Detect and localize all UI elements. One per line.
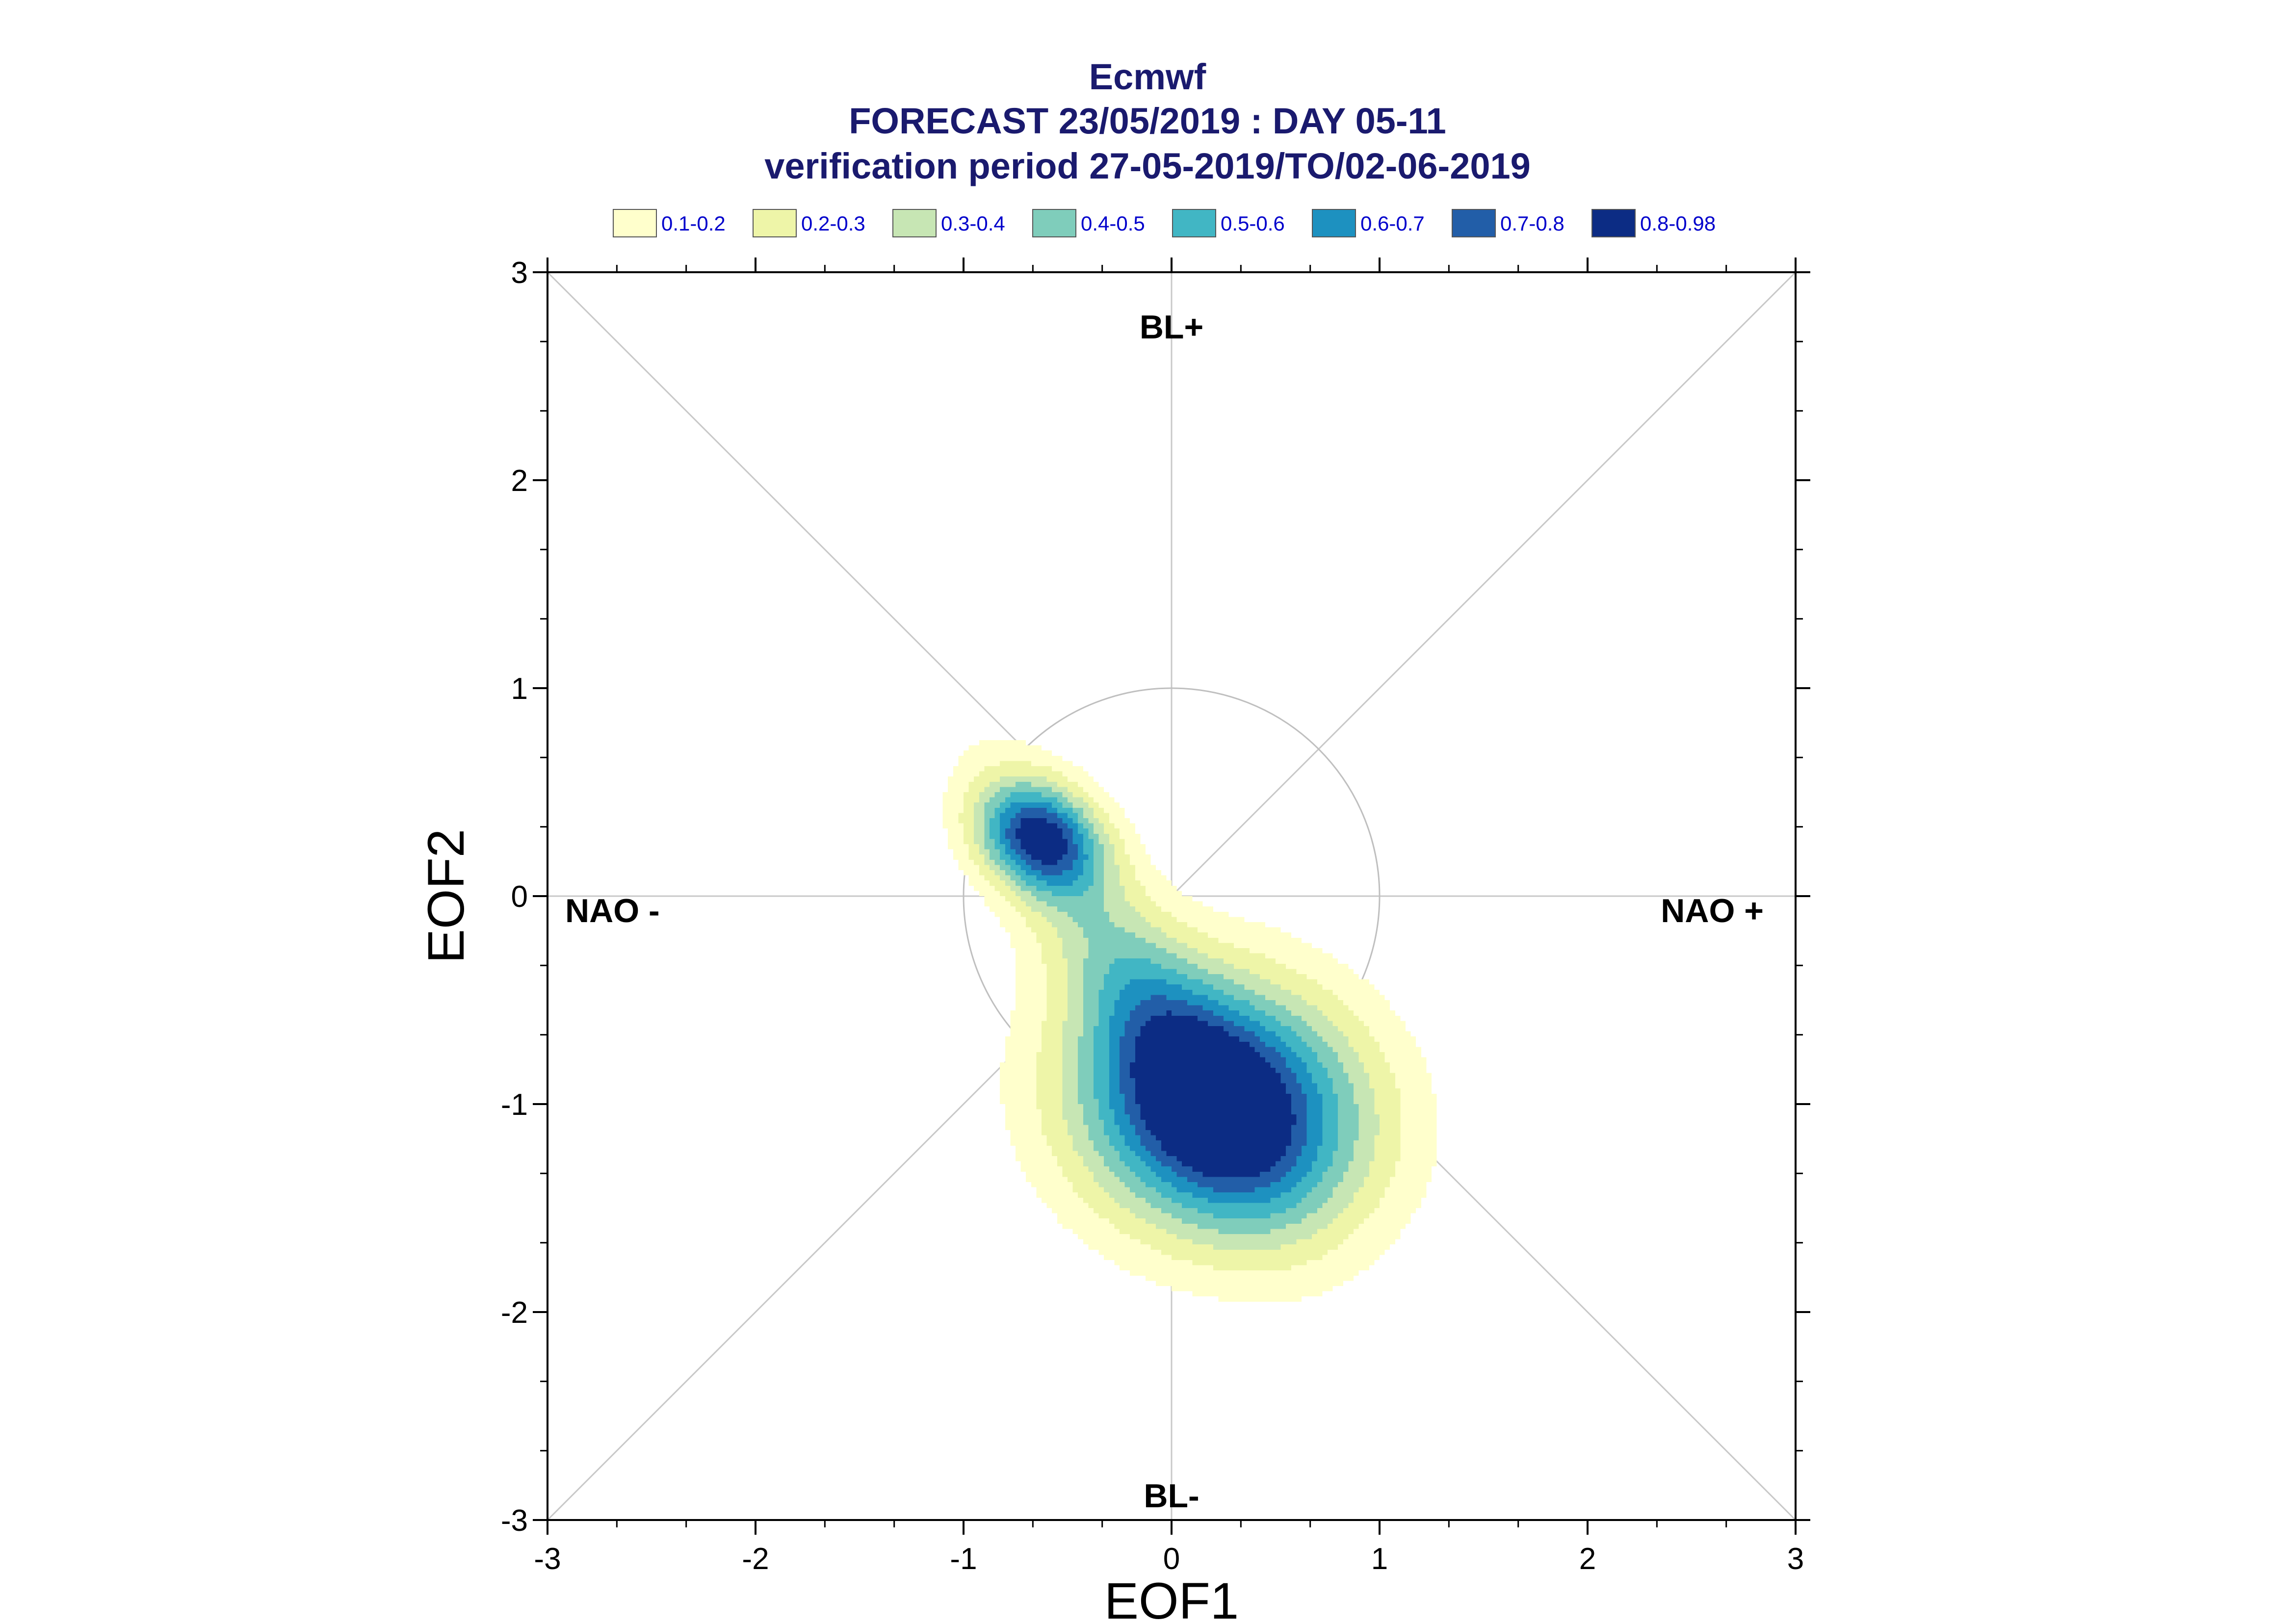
- legend-swatch: [1032, 209, 1076, 237]
- x-tick-label: -1: [950, 1542, 977, 1576]
- density-level-0.8-0.98: [1016, 818, 1297, 1177]
- legend-label: 0.4-0.5: [1081, 212, 1145, 235]
- chart-title: Ecmwf: [1089, 56, 1206, 97]
- legend-swatch: [1172, 209, 1216, 237]
- legend-swatch: [613, 209, 657, 237]
- y-tick-label: -3: [501, 1504, 528, 1538]
- y-tick-label: 3: [511, 256, 528, 290]
- regime-label-bottom: BL-: [1144, 1477, 1199, 1515]
- legend-label: 0.5-0.6: [1221, 212, 1285, 235]
- y-axis-ticks: -3 -2 -1 0 1 2 3: [501, 256, 1810, 1538]
- legend-swatch: [892, 209, 937, 237]
- x-tick-label: 2: [1579, 1542, 1596, 1576]
- legend: 0.1-0.2 0.2-0.3 0.3-0.4 0.4-0.5 0.5-0.6 0.6-0…: [613, 209, 1716, 237]
- regime-label-top: BL+: [1140, 309, 1203, 346]
- density-contours: [942, 740, 1437, 1302]
- y-tick-label: 2: [511, 464, 528, 498]
- x-tick-label: -2: [742, 1542, 769, 1576]
- legend-label: 0.2-0.3: [801, 212, 865, 235]
- legend-label: 0.7-0.8: [1500, 212, 1565, 235]
- x-axis-label: EOF1: [1104, 1572, 1239, 1624]
- legend-swatch: [1312, 209, 1356, 237]
- x-tick-label: 3: [1787, 1542, 1804, 1576]
- y-axis-label: EOF2: [417, 829, 475, 963]
- legend-label: 0.6-0.7: [1360, 212, 1425, 235]
- chart-subtitle-2: verification period 27-05-2019/TO/02-06-…: [764, 146, 1531, 186]
- legend-label: 0.8-0.98: [1640, 212, 1716, 235]
- y-tick-label: -1: [501, 1088, 528, 1122]
- legend-swatch: [753, 209, 797, 237]
- y-tick-label: -2: [501, 1296, 528, 1330]
- legend-label: 0.3-0.4: [941, 212, 1005, 235]
- regime-label-right: NAO +: [1661, 892, 1764, 929]
- legend-label: 0.1-0.2: [661, 212, 726, 235]
- x-axis-ticks: -3 -2 -1 0 1 2 3: [534, 258, 1804, 1576]
- regime-label-left: NAO -: [565, 892, 660, 929]
- x-tick-label: 0: [1163, 1542, 1180, 1576]
- legend-swatch: [1591, 209, 1636, 237]
- x-tick-label: 1: [1371, 1542, 1388, 1576]
- chart-subtitle: FORECAST 23/05/2019 : DAY 05-11: [849, 101, 1446, 141]
- y-tick-label: 0: [511, 880, 528, 914]
- y-tick-label: 1: [511, 672, 528, 706]
- legend-swatch: [1452, 209, 1496, 237]
- x-tick-label: -3: [534, 1542, 561, 1576]
